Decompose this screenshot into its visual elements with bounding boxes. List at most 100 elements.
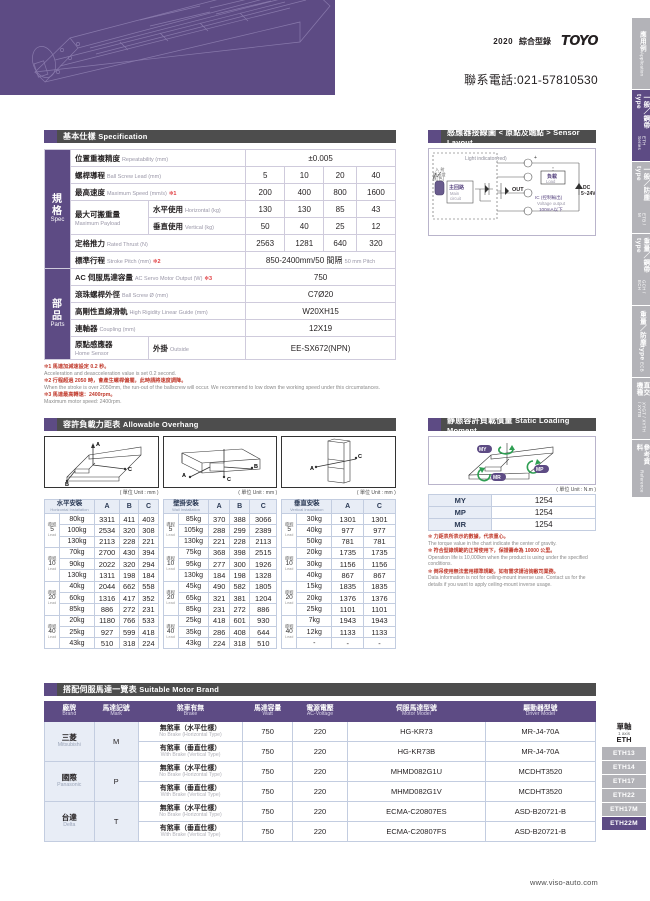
spec-row-label: 原點感應器 Home Sensor [70, 336, 149, 360]
model-badge-eth22[interactable]: ETH22 [602, 788, 646, 802]
model-badge-eth14[interactable]: ETH14 [602, 760, 646, 774]
cell: 394 [138, 546, 159, 560]
table-row: 50kg 781 781 [282, 535, 396, 548]
cell: 352 [138, 591, 159, 605]
table-row: 43kg 510 318 224 [45, 637, 159, 650]
mark-cell: P [93, 761, 139, 803]
cell: 299 [228, 524, 251, 537]
cell: 2113 [249, 535, 278, 548]
col-header-c: C [363, 499, 396, 514]
rail-tab-gch-ech[interactable]: 重量／鋼帶type GCH / ECH [632, 234, 650, 306]
footnote-en: When the stroke is over 2050mm, the run-… [44, 384, 381, 391]
overhang-title-en: Allowable Overhang [122, 420, 199, 429]
svg-text:負載: 負載 [547, 173, 557, 180]
svg-text:Voltage output: Voltage output [537, 201, 566, 206]
spec-cell: 40 [284, 217, 325, 235]
cell: 184 [138, 569, 159, 582]
parts-group-label: 部品 Parts [44, 268, 71, 360]
cell: 80kg [59, 512, 95, 526]
voltage-cell: 220 [291, 821, 349, 843]
table-row: 導程 20 Lead 45kg 490 582 1805 [162, 580, 278, 616]
overhang-tables: 水平安裝 Horizontal Installation A B C 導程 5 … [44, 499, 396, 650]
model-badge-eth17[interactable]: ETH17 [602, 774, 646, 788]
cell: 272 [228, 603, 251, 616]
voltage-cell: 220 [291, 761, 349, 783]
motor-model-cell: ECMA-C20807FS [347, 821, 486, 843]
cell: 388 [228, 512, 251, 526]
cell: 43kg [59, 637, 95, 650]
rail-tab-xy-series[interactable]: 直交機種 XYGT / XYTH / XYTB [632, 378, 650, 440]
rail-tab-label-cn: 參考資料 [635, 444, 649, 465]
rail-tab-label-en: ETH Series [637, 136, 647, 151]
table-row: 連軸器 Coupling (mm) 12X19 [45, 319, 396, 337]
table-row: 90kg 2022 320 294 [45, 558, 159, 571]
svg-text:OUT: OUT [512, 187, 524, 193]
cell: 40kg [59, 580, 95, 593]
voltage-cell: 220 [291, 801, 349, 823]
table-row: 標準行程 Stroke Pitch (mm) ✻2 850-2400mm/50 … [45, 251, 396, 269]
cell: 40kg [296, 524, 333, 537]
section-tab-rail[interactable]: 應用例 Application 一般／鋼帶type ETH Series 一般／… [632, 18, 650, 498]
motor-title: 搭配伺服馬達一覽表 Suitable Motor Brand [63, 684, 219, 695]
spec-group-label: 規格 Spec [44, 149, 71, 269]
cell: 1133 [363, 625, 396, 639]
rail-tab-eth-series[interactable]: 一般／鋼帶type ETH Series [632, 90, 650, 162]
motor-section-header: 搭配伺服馬達一覽表 Suitable Motor Brand [44, 683, 596, 696]
table-row: 25kg 1101 1101 [282, 603, 396, 616]
spec-cell: 1281 [284, 234, 325, 252]
spec-sub-label: 外掛 Outside [147, 336, 247, 360]
table-row: 國際 Panasonic P 無煞車（水平仕樣） No Brake (Horiz… [44, 761, 597, 803]
cell: 60kg [59, 591, 95, 605]
spec-row-label: 螺桿導程 Ball Screw Lead (mm) [69, 166, 247, 184]
lead-label: 導程 5 Lead [44, 512, 60, 548]
col-header-b: B [228, 499, 251, 514]
rail-tab-reference[interactable]: 參考資料 Reference [632, 440, 650, 498]
svg-text:DC: DC [583, 185, 591, 191]
motor-model-cell: MHMD082G1V [347, 781, 486, 803]
table-row: 85kg 231 272 886 [163, 603, 278, 616]
table-header-row: 廠牌 Brand 馬達記號 Mark 煞車有無 Brake 馬達容量 Watt … [44, 700, 597, 723]
light-indicator-label: Light indicator(red) [465, 156, 507, 162]
overhang-table-title: 垂直安裝 Vertical Installation [281, 499, 333, 514]
rail-tab-application[interactable]: 應用例 Application [632, 18, 650, 90]
cell: 977 [331, 524, 365, 537]
static-title-en: Static Loading Moment [447, 415, 570, 435]
overhang-figure-wall: A B C ( 單位 Unit : mm ) [162, 436, 278, 496]
catalog-year: 2020 [493, 37, 514, 46]
cell: 75kg [177, 546, 210, 560]
svg-text:入 射: 入 射 [435, 166, 445, 173]
sensor-title-en: < 原點及端點 > Sensor Layout [447, 127, 580, 147]
rail-tab-ecb[interactable]: 重量／防塵type ECB [632, 306, 650, 378]
cell: 231 [208, 603, 230, 616]
catalog-label: 綜合型錄 [519, 37, 552, 46]
model-badge-eth13[interactable]: ETH13 [602, 746, 646, 760]
col-header-a: A [208, 499, 230, 514]
table-header-row: 垂直安裝 Vertical Installation A C [281, 499, 396, 514]
overhang-unit: ( 單位 Unit : mm ) [356, 490, 396, 496]
table-row: 原點感應器 Home Sensor 外掛 Outside EE-SX672(NP… [45, 336, 396, 360]
cell: 65kg [177, 591, 210, 605]
col-header-b: B [119, 499, 140, 514]
brand-cell: 國際 Panasonic [44, 761, 95, 803]
table-row: 滾珠螺桿外徑 Ball Screw Ø (mm) C7Ø20 [45, 285, 396, 303]
cell: 50kg [296, 535, 333, 548]
spec-row-label: 定格推力 Rated Thrust (N) [69, 234, 247, 252]
spec-cell: 130 [284, 200, 325, 218]
model-badge-eth17m[interactable]: ETH17M [602, 802, 646, 816]
specification-footnotes: ✻1 馬達加減速設定 0.2 秒。 Acceleration and deasc… [44, 364, 396, 405]
section-swatch-icon [428, 418, 441, 431]
hero-product-image [0, 0, 335, 95]
model-badge-list[interactable]: 單軸 1 axis ETH ETH13 ETH14 ETH17 ETH22 ET… [602, 722, 646, 831]
model-badge-eth22m[interactable]: ETH22M [602, 816, 646, 830]
rail-tab-label-cn: 直交機種 [635, 382, 649, 396]
cell: 2044 [93, 580, 121, 593]
table-row: 最大可搬重量 Maximum Payload 水平使用 Horizontal (… [45, 200, 397, 235]
footnote-cn: ✻1 馬達加減速設定 0.2 秒。 [44, 364, 110, 370]
rail-tab-etb-m[interactable]: 一般／防塵type ETB / M [632, 162, 650, 234]
spec-cell: 320 [355, 234, 397, 252]
cell: 403 [138, 512, 159, 526]
svg-text:主回路: 主回路 [449, 184, 465, 191]
sensor-title: 感應器接線圖 < 原點及端點 > Sensor Layout [447, 127, 596, 147]
spec-row-value: 850-2400mm/50 間隔 50 mm Pitch [245, 251, 396, 269]
cell: 2515 [249, 546, 278, 560]
